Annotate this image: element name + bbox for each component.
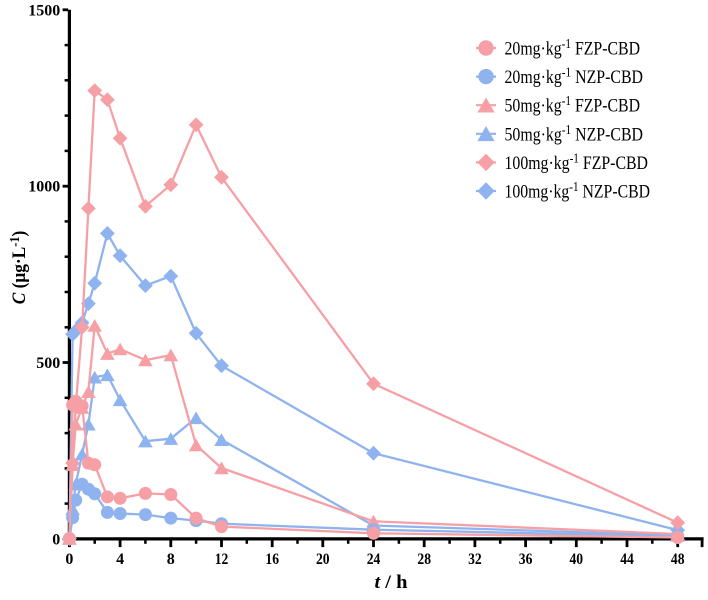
svg-text:36: 36: [519, 551, 533, 568]
svg-text:1500: 1500: [28, 2, 60, 19]
svg-text:16: 16: [265, 551, 279, 568]
svg-text:500: 500: [36, 355, 60, 372]
svg-text:40: 40: [570, 551, 584, 568]
svg-text:4: 4: [116, 551, 124, 568]
svg-text:100mg·kg-1 NZP-CBD: 100mg·kg-1 NZP-CBD: [505, 179, 651, 203]
svg-text:C (μg·L-1): C (μg·L-1): [7, 231, 30, 305]
svg-text:12: 12: [215, 551, 229, 568]
svg-text:0: 0: [52, 531, 60, 548]
svg-text:32: 32: [468, 551, 482, 568]
svg-text:20mg·kg-1 NZP-CBD: 20mg·kg-1 NZP-CBD: [505, 65, 644, 89]
svg-text:24: 24: [367, 551, 381, 568]
svg-text:48: 48: [671, 551, 685, 568]
svg-text:1000: 1000: [28, 179, 60, 196]
svg-text:8: 8: [167, 551, 175, 568]
svg-text:0: 0: [65, 551, 73, 568]
svg-text:44: 44: [620, 551, 634, 568]
svg-text:t / h: t / h: [375, 572, 408, 593]
svg-text:28: 28: [417, 551, 431, 568]
svg-text:100mg·kg-1 FZP-CBD: 100mg·kg-1 FZP-CBD: [505, 150, 649, 174]
svg-text:50mg·kg-1 FZP-CBD: 50mg·kg-1 FZP-CBD: [505, 93, 641, 117]
svg-text:20: 20: [316, 551, 330, 568]
svg-text:20mg·kg-1 FZP-CBD: 20mg·kg-1 FZP-CBD: [505, 36, 641, 60]
svg-text:50mg·kg-1 NZP-CBD: 50mg·kg-1 NZP-CBD: [505, 122, 644, 146]
